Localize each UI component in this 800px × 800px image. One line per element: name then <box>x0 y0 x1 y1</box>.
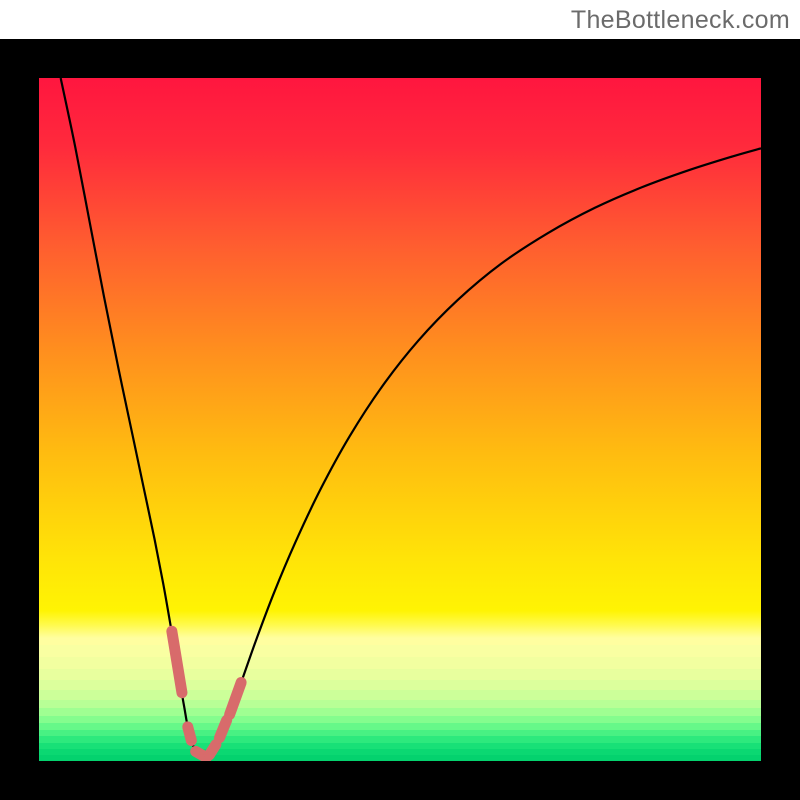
highlight-segment <box>209 745 215 755</box>
watermark-text: TheBottleneck.com <box>571 6 790 35</box>
stage: TheBottleneck.com <box>0 0 800 800</box>
highlight-segment <box>172 631 182 692</box>
highlight-segments <box>172 631 241 757</box>
chart-frame <box>0 39 800 800</box>
plot-area <box>39 78 761 761</box>
curve-path <box>61 78 761 758</box>
highlight-segment <box>230 682 242 714</box>
highlight-segment <box>188 727 192 741</box>
highlight-segment <box>220 720 227 738</box>
bottleneck-curve <box>39 78 761 761</box>
